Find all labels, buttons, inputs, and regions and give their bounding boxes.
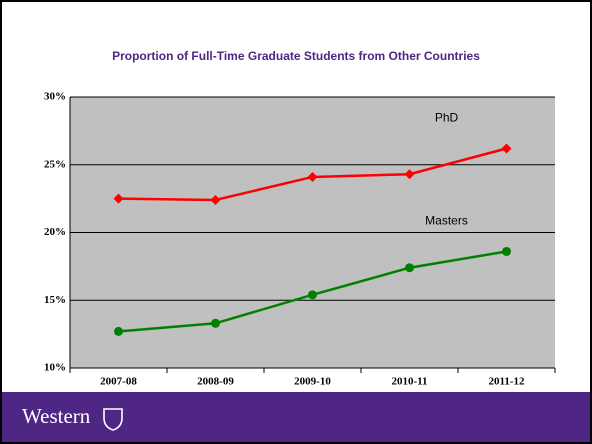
x-tick-label: 2009-10 [294,376,331,388]
x-tick-label: 2007-08 [100,376,137,388]
x-tick-label: 2010-11 [391,376,427,388]
point [210,194,221,205]
point [307,171,318,182]
point [502,246,511,256]
y-tick-label: 25% [44,158,66,170]
x-tick-label: 2011-12 [488,376,525,388]
y-tick-label: 10% [44,362,66,374]
x-tick-label: 2008-09 [197,376,234,388]
chart-title: Proportion of Full-Time Graduate Student… [112,49,480,63]
y-tick-label: 15% [44,294,66,306]
point [404,169,415,180]
point [211,318,220,328]
y-tick-label: 30% [44,91,66,103]
series-label: Masters [425,214,468,228]
footer-band [2,392,590,442]
point [113,193,124,204]
y-tick-label: 20% [44,226,66,238]
point [308,290,317,300]
point [114,326,123,336]
point [405,263,414,273]
point [501,143,512,154]
series-label: PhD [435,111,459,125]
footer-shield [103,408,123,431]
footer-logo-text: Western [22,404,91,428]
